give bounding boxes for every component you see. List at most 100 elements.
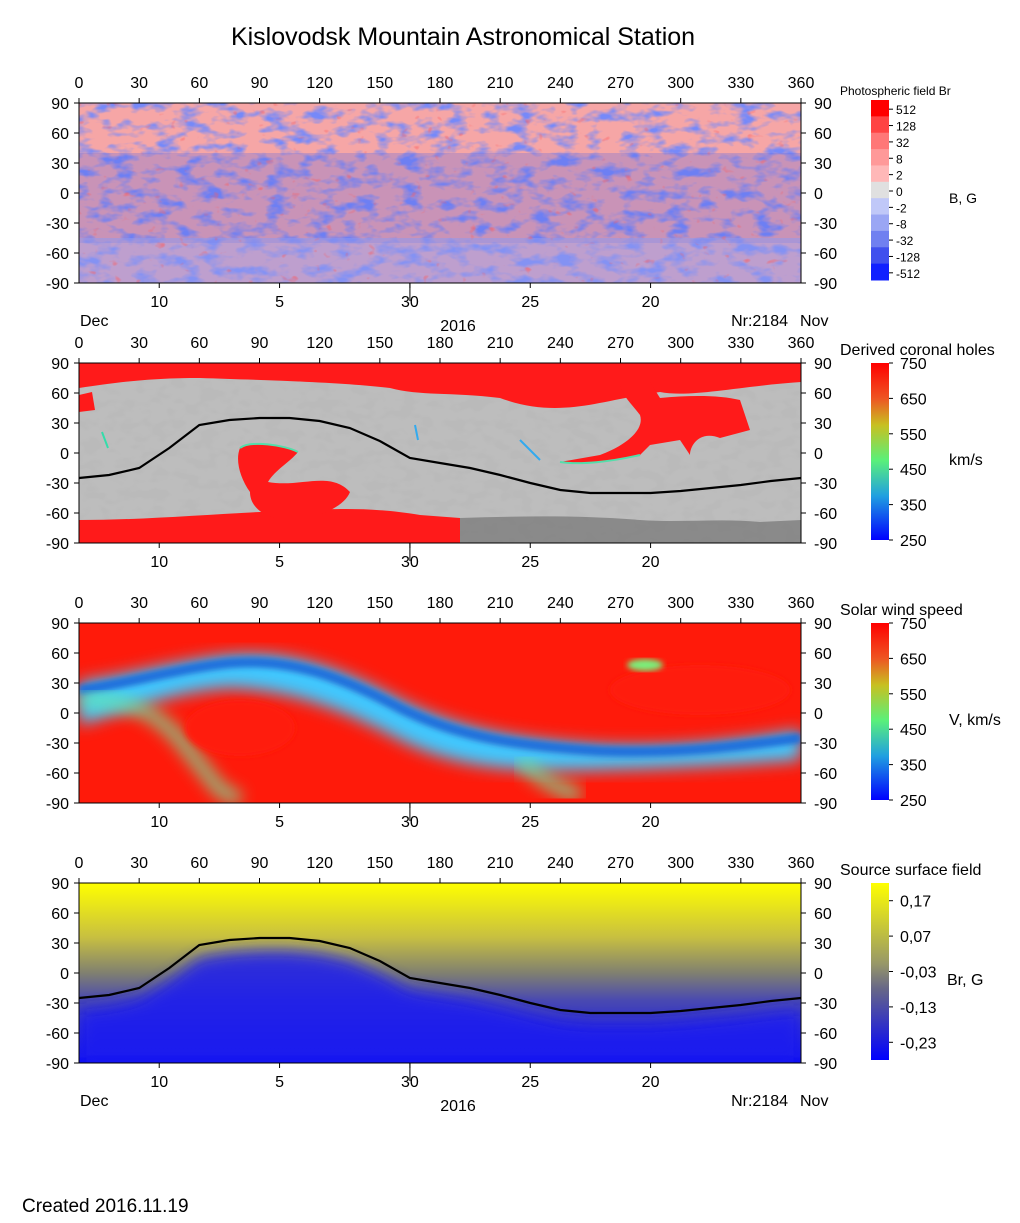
- date-tick-label: 20: [642, 1074, 660, 1091]
- colorbar-tick-label: 550: [900, 687, 927, 704]
- lat-tick-label-left: -30: [46, 216, 69, 233]
- lat-tick-label-right: -60: [814, 766, 837, 783]
- colorbar-unit: Br, G: [947, 972, 983, 989]
- rotation-label: Nr:2184: [731, 313, 788, 330]
- date-tick-label: 5: [275, 814, 284, 831]
- lat-tick-label-right: 30: [814, 676, 832, 693]
- lon-tick-label: 270: [607, 595, 634, 612]
- lat-tick-label-left: -90: [46, 276, 69, 293]
- lat-tick-label-left: -60: [46, 246, 69, 263]
- lon-tick-label: 120: [306, 855, 333, 872]
- lon-tick-label: 210: [487, 855, 514, 872]
- date-tick-label: 10: [150, 294, 168, 311]
- colorbar-tick-label: -512: [896, 267, 920, 281]
- colorbar-tick-label: 0: [896, 185, 903, 199]
- lat-tick-label-right: 60: [814, 646, 832, 663]
- lon-tick-label: 270: [607, 855, 634, 872]
- lon-tick-label: 150: [366, 335, 393, 352]
- lat-tick-label-right: 30: [814, 156, 832, 173]
- month-left-label: Dec: [80, 313, 108, 330]
- lon-tick-label: 120: [306, 335, 333, 352]
- colorbar-tick-label: -128: [896, 250, 920, 264]
- colorbar-swatch: [871, 116, 889, 134]
- lon-tick-label: 60: [190, 335, 208, 352]
- lon-tick-label: 90: [251, 855, 269, 872]
- lat-tick-label-right: 90: [814, 616, 832, 633]
- lon-tick-label: 300: [667, 335, 694, 352]
- lon-tick-label: 330: [727, 595, 754, 612]
- lon-tick-label: 300: [667, 855, 694, 872]
- lon-tick-label: 180: [427, 855, 454, 872]
- lon-tick-label: 150: [366, 595, 393, 612]
- lat-tick-label-right: 30: [814, 936, 832, 953]
- date-tick-label: 30: [401, 1074, 419, 1091]
- lon-tick-label: 240: [547, 335, 574, 352]
- colorbar-title: Source surface field: [840, 862, 981, 879]
- lat-tick-label-right: -30: [814, 996, 837, 1013]
- lat-tick-label-left: 30: [51, 676, 69, 693]
- lat-tick-label-right: -90: [814, 1056, 837, 1073]
- lat-tick-label-right: 60: [814, 126, 832, 143]
- lon-tick-label: 0: [75, 855, 84, 872]
- colorbar-swatch: [871, 247, 889, 265]
- colorbar-tick-label: 450: [900, 462, 927, 479]
- lat-tick-label-left: -60: [46, 1026, 69, 1043]
- lon-tick-label: 120: [306, 75, 333, 92]
- colorbar-tick-label: -0,23: [900, 1035, 937, 1052]
- lat-tick-label-right: 60: [814, 386, 832, 403]
- colorbar-swatch: [871, 214, 889, 232]
- lat-tick-label-left: 0: [60, 186, 69, 203]
- lat-tick-label-left: -30: [46, 996, 69, 1013]
- lat-tick-label-right: -60: [814, 246, 837, 263]
- colorbar-tick-label: 750: [900, 356, 927, 373]
- colorbar-tick-label: 550: [900, 427, 927, 444]
- colorbar-tick-label: 250: [900, 793, 927, 810]
- lat-tick-label-right: 0: [814, 446, 823, 463]
- lat-tick-label-left: -60: [46, 506, 69, 523]
- lon-tick-label: 30: [130, 855, 148, 872]
- colorbar-swatch: [871, 198, 889, 216]
- lat-tick-label-right: 90: [814, 876, 832, 893]
- lat-tick-label-right: -30: [814, 476, 837, 493]
- lon-tick-label: 330: [727, 335, 754, 352]
- lat-tick-label-left: 30: [51, 416, 69, 433]
- lon-tick-label: 0: [75, 75, 84, 92]
- month-right-label: Nov: [800, 1093, 828, 1110]
- lat-tick-label-left: -30: [46, 736, 69, 753]
- colorbar-tick-label: 128: [896, 120, 916, 134]
- solar-wind-map: [79, 623, 801, 803]
- lat-tick-label-right: 30: [814, 416, 832, 433]
- colorbar-swatch: [871, 181, 889, 199]
- lon-tick-label: 30: [130, 595, 148, 612]
- lat-tick-label-left: 90: [51, 876, 69, 893]
- lat-tick-label-left: 90: [51, 616, 69, 633]
- lon-tick-label: 120: [306, 595, 333, 612]
- colorbar-tick-label: -8: [896, 218, 907, 232]
- date-tick-label: 30: [401, 294, 419, 311]
- lon-tick-label: 90: [251, 595, 269, 612]
- lat-tick-label-left: -90: [46, 796, 69, 813]
- date-tick-label: 30: [401, 554, 419, 571]
- lat-tick-label-left: 60: [51, 646, 69, 663]
- lat-tick-label-left: 30: [51, 936, 69, 953]
- lon-tick-label: 360: [788, 855, 815, 872]
- colorbar-gradient: [871, 623, 889, 800]
- lat-tick-label-right: 90: [814, 96, 832, 113]
- colorbar-tick-label: 450: [900, 722, 927, 739]
- rotation-label: Nr:2184: [731, 1093, 788, 1110]
- lon-tick-label: 330: [727, 75, 754, 92]
- lon-tick-label: 330: [727, 855, 754, 872]
- lon-tick-label: 180: [427, 75, 454, 92]
- lat-tick-label-left: 0: [60, 706, 69, 723]
- lat-tick-label-right: 0: [814, 186, 823, 203]
- created-label: Created 2016.11.19: [22, 1196, 189, 1217]
- source-surface-neutral-line: [78, 936, 802, 1015]
- colorbar-tick-label: 32: [896, 136, 910, 150]
- colorbar-tick-label: 250: [900, 533, 927, 550]
- lon-tick-label: 210: [487, 335, 514, 352]
- colorbar-swatch: [871, 165, 889, 183]
- colorbar-tick-label: 350: [900, 758, 927, 775]
- lon-tick-label: 240: [547, 75, 574, 92]
- colorbar-tick-label: -32: [896, 234, 914, 248]
- lat-tick-label-right: 0: [814, 706, 823, 723]
